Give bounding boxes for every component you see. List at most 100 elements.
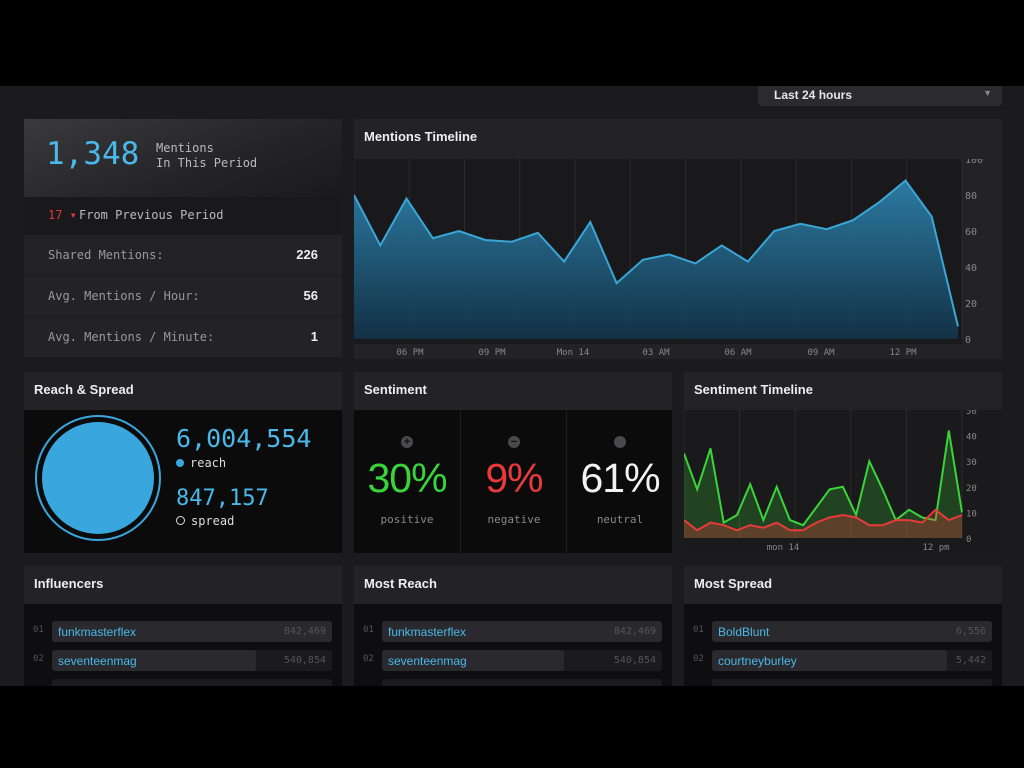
mentions-label-line1: Mentions (156, 141, 214, 155)
mentions-timeline-chart[interactable]: 100 80 60 40 20 0 06 PM 09 PM Mon 14 03 AM 06 AM 09… (354, 159, 1002, 359)
list-item-bar: seventeenmag 540,854 (52, 650, 332, 671)
reach-dot-icon (176, 459, 184, 467)
spread-label-row: spread (176, 514, 234, 528)
list-item[interactable]: 01 BoldBlunt 6,556 (684, 620, 1002, 642)
reach-value: 6,004,554 (176, 424, 312, 453)
reach-label-row: reach (176, 456, 226, 470)
list-item-bar (382, 679, 662, 686)
plus-icon: + (401, 436, 413, 448)
most-spread-panel: Most Spread 01 BoldBlunt 6,556 02 courtn… (684, 566, 1002, 686)
list-item-index: 02 (693, 654, 704, 664)
mentions-count-label: Mentions In This Period (156, 141, 257, 171)
list-item-value: 540,854 (283, 655, 326, 666)
sentiment-positive-pct: 30% (367, 455, 447, 501)
list-item-bar: seventeenmag 540,854 (382, 650, 662, 671)
minus-icon: − (508, 436, 520, 448)
list-item-name[interactable]: funkmasterflex (388, 625, 467, 639)
spread-ring-icon (176, 516, 185, 525)
list-item-bar-fill (52, 650, 257, 671)
neutral-dot-icon (614, 436, 626, 448)
sentiment-negative: − 9% negative (460, 410, 567, 553)
list-item-index: 02 (363, 654, 374, 664)
list-item-partial (354, 678, 672, 686)
x-tick-label: Mon 14 (557, 348, 590, 358)
stat-value: 1 (310, 329, 318, 344)
list-item-partial (684, 678, 1002, 686)
list-item-name[interactable]: courtneyburley (718, 654, 797, 668)
mentions-line (354, 179, 959, 327)
list-item[interactable]: 01 funkmasterflex 842,469 (24, 620, 342, 642)
spread-value: 847,157 (176, 486, 269, 511)
y-tick-label: 100 (965, 159, 983, 166)
positive-area (684, 430, 962, 538)
y-tick-label: 80 (965, 191, 977, 202)
stat-label: Shared Mentions: (48, 248, 164, 262)
sentiment-positive: + 30% positive (354, 410, 460, 553)
sentiment-timeline-title: Sentiment Timeline (694, 382, 813, 397)
y-tick-label: 30 (966, 458, 977, 468)
spread-label: spread (191, 514, 235, 528)
mentions-timeline-title: Mentions Timeline (364, 129, 478, 144)
influencers-list: 01 funkmasterflex 842,469 02 seventeenma… (24, 604, 342, 686)
list-item-value: 5,442 (955, 655, 986, 666)
y-tick-label: 40 (966, 433, 977, 443)
list-item-bar-fill (382, 621, 662, 642)
sentiment-neutral: 61% neutral (566, 410, 673, 553)
list-item-index: 02 (33, 654, 44, 664)
most-reach-panel: Most Reach 01 funkmasterflex 842,469 02 … (354, 566, 672, 686)
x-tick-label: 03 AM (642, 348, 670, 358)
time-range-dropdown[interactable]: Last 24 hours ▼ (758, 86, 1002, 106)
most-reach-title: Most Reach (364, 576, 437, 591)
list-item-value: 6,556 (955, 626, 986, 637)
list-item-bar: funkmasterflex 842,469 (52, 621, 332, 642)
list-item[interactable]: 02 seventeenmag 540,854 (24, 649, 342, 671)
sentiment-timeline-panel: Sentiment Timeline 50 40 30 20 10 0 mon 14 12 p… (684, 372, 1002, 553)
reach-label: reach (190, 456, 227, 470)
reach-circle-graphic (35, 415, 161, 541)
y-tick-label: 0 (966, 535, 971, 545)
x-tick-label: 12 pm (922, 543, 949, 553)
list-item-bar (52, 679, 332, 686)
list-item-bar-fill (52, 621, 332, 642)
sentiment-panel: Sentiment + 30% positive − 9% negative 6… (354, 372, 672, 553)
negative-area (684, 509, 962, 538)
x-tick-label: 09 AM (807, 348, 835, 358)
list-item-name[interactable]: seventeenmag (58, 654, 137, 668)
stat-row-shared-mentions: Shared Mentions: 226 (24, 235, 342, 275)
list-item-name[interactable]: funkmasterflex (58, 625, 137, 639)
list-item-bar-fill (712, 621, 992, 642)
sentiment-timeline-chart[interactable]: 50 40 30 20 10 0 mon 14 12 pm (684, 410, 1002, 553)
most-spread-list: 01 BoldBlunt 6,556 02 courtneyburley 5,4… (684, 604, 1002, 686)
stat-row-avg-per-hour: Avg. Mentions / Hour: 56 (24, 276, 342, 316)
list-item-bar: funkmasterflex 842,469 (382, 621, 662, 642)
list-item[interactable]: 01 funkmasterflex 842,469 (354, 620, 672, 642)
most-spread-title: Most Spread (694, 576, 773, 591)
influencers-title: Influencers (34, 576, 104, 591)
list-item[interactable]: 02 courtneyburley 5,442 (684, 649, 1002, 671)
list-item-bar: courtneyburley 5,442 (712, 650, 992, 671)
list-item-name[interactable]: BoldBlunt (718, 625, 770, 639)
positive-line (684, 430, 963, 527)
dashboard-screen: Last 24 hours ▼ 1,348 Mentions In This P… (0, 86, 1024, 686)
mentions-timeline-panel: Mentions Timeline 100 80 60 40 20 0 06 PM 09 PM… (354, 119, 1002, 359)
sentiment-title: Sentiment (364, 382, 427, 397)
list-item-name[interactable]: seventeenmag (388, 654, 467, 668)
y-tick-label: 40 (965, 263, 977, 274)
influencers-panel: Influencers 01 funkmasterflex 842,469 02… (24, 566, 342, 686)
list-item-bar: BoldBlunt 6,556 (712, 621, 992, 642)
sentiment-neutral-label: neutral (596, 513, 644, 526)
mentions-change-value: 17 ▾ (48, 208, 77, 222)
y-tick-label: 50 (966, 410, 977, 417)
x-tick-label: 06 PM (396, 348, 424, 358)
list-item-bar (712, 679, 992, 686)
list-item-index: 01 (33, 625, 44, 635)
list-item-index: 01 (363, 625, 374, 635)
time-range-label: Last 24 hours (774, 88, 853, 102)
y-tick-label: 60 (965, 227, 977, 238)
mentions-count: 1,348 (46, 136, 140, 172)
mentions-change-row: 17 ▾ From Previous Period (24, 197, 342, 235)
reach-spread-panel: Reach & Spread 6,004,554 reach 847,157 s… (24, 372, 342, 553)
reach-spread-title: Reach & Spread (34, 382, 134, 397)
list-item-index: 01 (693, 625, 704, 635)
list-item[interactable]: 02 seventeenmag 540,854 (354, 649, 672, 671)
